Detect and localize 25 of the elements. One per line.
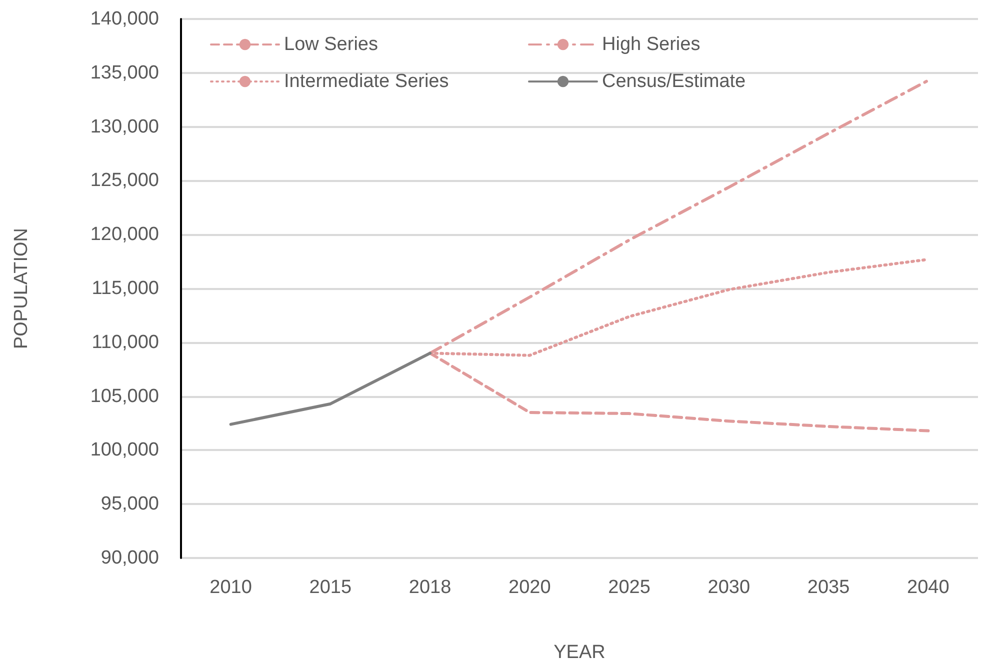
x-tick-label: 2015 [309,577,352,598]
y-tick-label: 130,000 [90,116,159,138]
x-tick-label: 2018 [408,577,452,598]
legend-label: Low Series [284,34,378,55]
x-tick-label: 2035 [807,577,850,598]
legend-label: Intermediate Series [284,71,449,92]
y-tick-label: 105,000 [90,386,159,407]
legend-label: High Series [602,34,700,55]
y-tick-label: 95,000 [100,494,159,515]
y-tick-label: 100,000 [90,440,159,461]
y-axis-title: POPULATION [11,228,32,350]
x-tick-label: 2025 [608,577,650,598]
x-tick-label: 2040 [907,577,950,598]
x-tick-label: 2030 [708,577,750,598]
y-tick-label: 140,000 [90,8,159,30]
y-tick-label: 125,000 [90,170,159,192]
legend-label: Census/Estimate [602,71,746,92]
x-tick-label: 2010 [210,577,252,598]
y-tick-label: 90,000 [100,548,159,568]
y-tick-label: 115,000 [92,278,159,299]
y-tick-label: 135,000 [90,62,159,84]
x-tick-label: 2020 [508,577,551,598]
x-axis-title: YEAR [554,642,606,663]
y-tick-label: 110,000 [92,332,159,353]
y-tick-label: 120,000 [90,224,159,246]
